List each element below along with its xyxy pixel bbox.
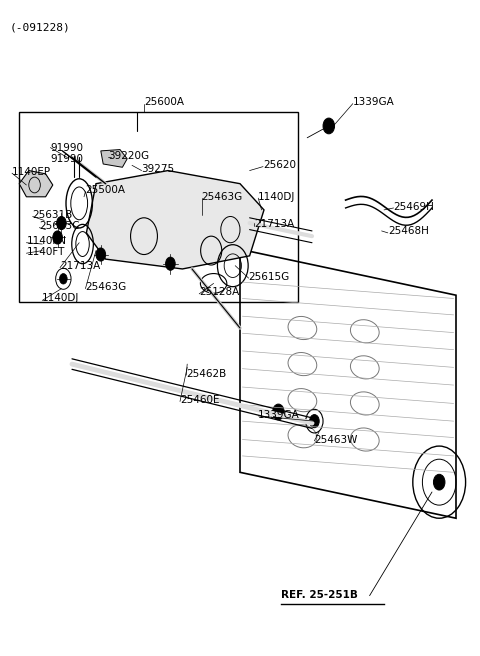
Text: 1339GA: 1339GA <box>258 409 300 420</box>
Text: 25463W: 25463W <box>314 434 358 445</box>
Circle shape <box>60 274 67 284</box>
Text: 1140FT: 1140FT <box>26 247 65 257</box>
Circle shape <box>273 404 284 420</box>
Text: 1140FN: 1140FN <box>26 236 66 247</box>
Circle shape <box>433 474 445 490</box>
Text: 25500A: 25500A <box>85 185 125 195</box>
Text: 25463G: 25463G <box>85 282 127 293</box>
Text: 91990: 91990 <box>50 142 84 153</box>
Text: REF. 25-251B: REF. 25-251B <box>281 590 358 600</box>
Text: 21713A: 21713A <box>254 219 295 230</box>
Text: 1140DJ: 1140DJ <box>258 192 296 202</box>
Text: 1140DJ: 1140DJ <box>42 293 80 304</box>
Text: 39220G: 39220G <box>108 151 149 161</box>
Text: 25469H: 25469H <box>394 201 434 212</box>
Text: (-091228): (-091228) <box>10 23 71 33</box>
Text: 25460E: 25460E <box>180 395 219 405</box>
Circle shape <box>166 257 175 270</box>
Text: 21713A: 21713A <box>60 260 100 271</box>
Circle shape <box>323 118 335 134</box>
Text: 25600A: 25600A <box>144 96 184 107</box>
Polygon shape <box>101 150 127 167</box>
Circle shape <box>57 216 66 230</box>
Text: 39275: 39275 <box>142 164 175 174</box>
Circle shape <box>53 231 62 244</box>
Text: 91990: 91990 <box>50 154 84 164</box>
Polygon shape <box>19 171 53 197</box>
Text: 25128A: 25128A <box>199 287 240 297</box>
Text: 1339GA: 1339GA <box>353 96 395 107</box>
Text: 25620: 25620 <box>263 160 296 171</box>
Circle shape <box>310 415 319 428</box>
Text: 25631B: 25631B <box>33 210 73 220</box>
Polygon shape <box>86 171 264 269</box>
Text: 25468H: 25468H <box>388 226 429 236</box>
Text: 25615G: 25615G <box>249 272 290 282</box>
Text: 25463G: 25463G <box>202 192 243 202</box>
Text: 25462B: 25462B <box>186 369 227 379</box>
Circle shape <box>96 248 106 261</box>
Text: 1140EP: 1140EP <box>12 167 51 177</box>
Text: 25633C: 25633C <box>39 220 80 231</box>
